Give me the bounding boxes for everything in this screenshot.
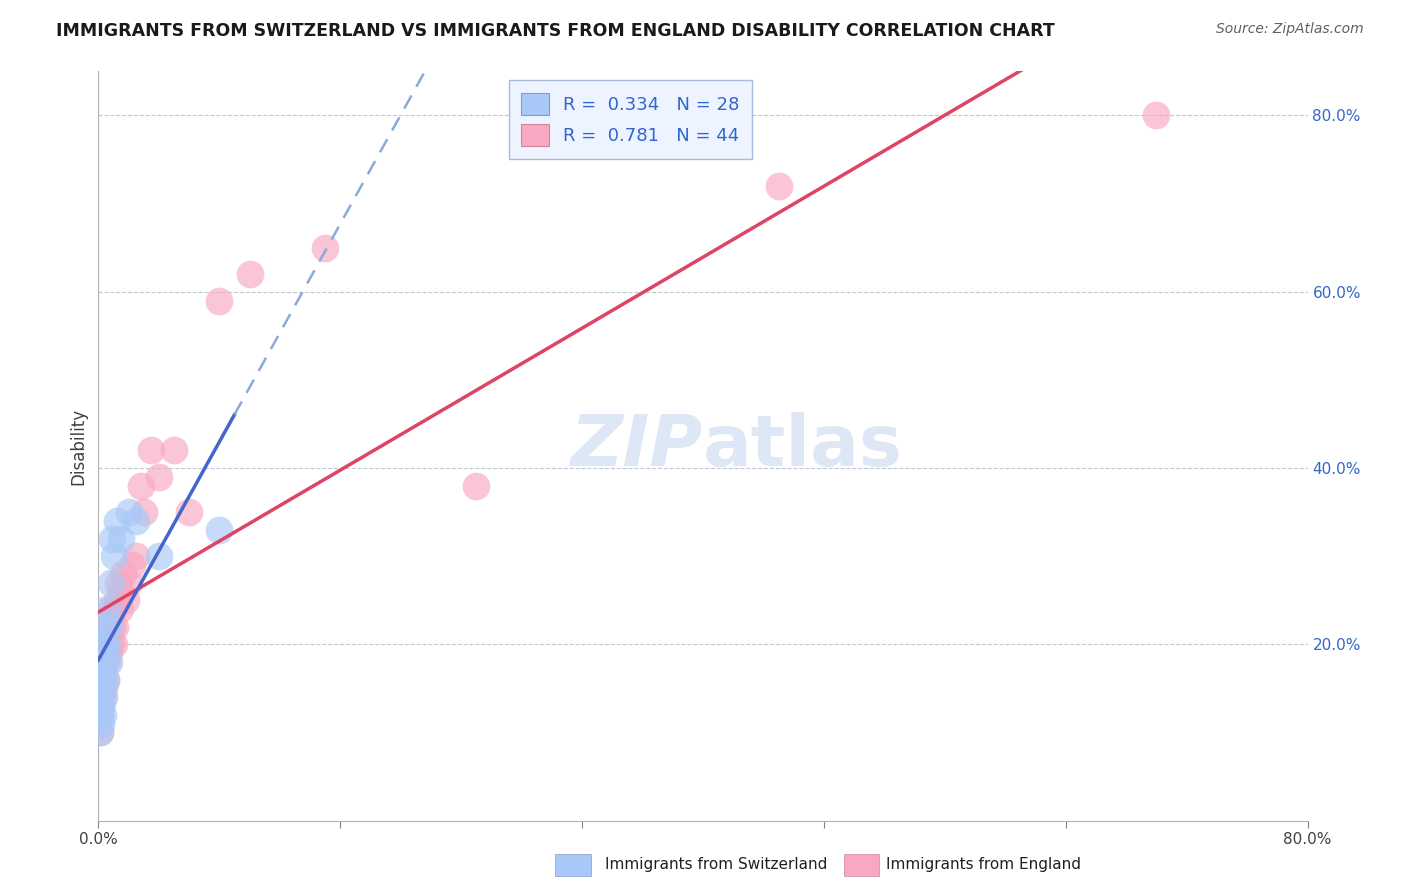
Point [111,566,134,581]
Text: Source: ZipAtlas.com: Source: ZipAtlas.com [1216,22,1364,37]
Point [101,532,124,546]
Point [94,673,117,687]
Point [314,241,336,255]
Legend: R =  0.334   N = 28, R =  0.781   N = 44: R = 0.334 N = 28, R = 0.781 N = 44 [509,80,752,159]
Point [93,628,115,642]
Point [98,646,121,660]
Point [98,655,121,669]
Point [90,681,112,696]
Point [141,443,163,458]
Point [89,690,111,705]
Point [94,646,117,660]
Point [94,637,117,651]
Point [89,725,111,739]
Point [239,267,262,281]
Point [93,646,115,660]
Point [118,575,141,590]
Point [110,584,132,599]
Point [148,549,170,564]
Text: atlas: atlas [703,411,903,481]
Point [768,178,790,193]
Point [129,478,152,492]
Point [163,443,186,458]
Point [91,690,114,705]
Point [125,514,148,528]
Point [98,611,121,625]
Point [96,602,118,616]
Text: Immigrants from Switzerland: Immigrants from Switzerland [605,857,827,872]
Y-axis label: Disability: Disability [69,408,87,484]
Point [90,655,112,669]
Point [107,575,129,590]
Point [148,470,170,484]
Point [93,655,115,669]
Point [118,505,141,519]
Point [90,699,112,714]
Point [90,716,112,731]
Point [100,602,122,616]
Point [103,602,125,616]
Point [1144,108,1167,122]
Point [89,725,111,739]
Point [104,620,127,634]
Point [89,690,111,705]
Point [96,655,118,669]
Point [91,707,114,722]
Text: IMMIGRANTS FROM SWITZERLAND VS IMMIGRANTS FROM ENGLAND DISABILITY CORRELATION CH: IMMIGRANTS FROM SWITZERLAND VS IMMIGRANT… [56,22,1054,40]
Text: Immigrants from England: Immigrants from England [886,857,1081,872]
Point [132,505,155,519]
Point [90,699,112,714]
Point [89,707,111,722]
Point [108,602,131,616]
Point [179,505,201,519]
Point [100,575,122,590]
Point [100,637,122,651]
Point [96,637,118,651]
Point [125,549,148,564]
Point [110,532,132,546]
Point [93,620,115,634]
Point [98,620,121,634]
Point [94,673,117,687]
Text: ZIP: ZIP [571,411,703,481]
Point [103,637,125,651]
Point [208,293,231,308]
Point [101,620,124,634]
Point [93,681,115,696]
Point [105,514,128,528]
Point [89,673,111,687]
Point [114,593,136,607]
Point [208,523,231,537]
Point [91,673,114,687]
Point [105,593,128,607]
Point [465,478,488,492]
Point [91,664,114,678]
Point [91,637,114,651]
Point [93,690,115,705]
Point [90,673,112,687]
Point [103,549,125,564]
Point [89,707,111,722]
Point [121,558,143,572]
Point [96,620,118,634]
